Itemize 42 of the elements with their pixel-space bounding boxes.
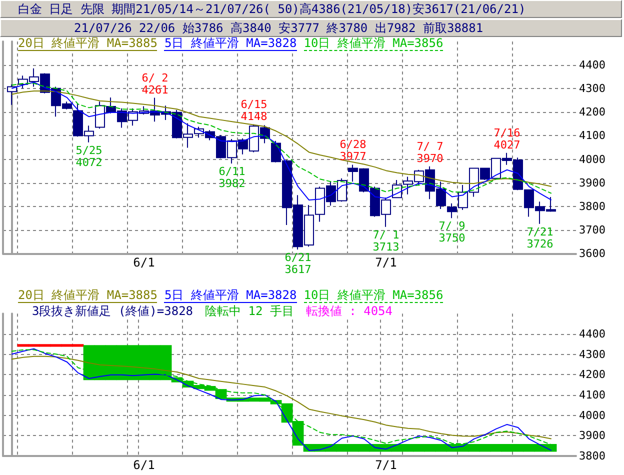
annotation: 6/ 2 4261 — [142, 71, 168, 96]
annotation: 7/ 7 3970 — [416, 140, 444, 165]
text: 10日 終値平滑 MA=3856 — [304, 288, 444, 303]
y-tick-label: 4400 — [579, 327, 606, 340]
x-tick-label: 7/1 — [375, 458, 397, 472]
x-tick-label: 6/1 — [133, 256, 155, 270]
y-tick-label: 4100 — [579, 388, 606, 402]
y-tick-label: 4300 — [579, 82, 606, 96]
y-tick-label: 4400 — [579, 58, 606, 72]
text: 20日 終値平滑 MA=3885 — [18, 288, 158, 303]
y-tick-label: 3700 — [579, 223, 606, 236]
chart-title: 白金 日足 先限 期間21/05/14～21/07/26( 50)高4386(21/05/18)安3617(21/06/21) — [18, 2, 526, 16]
annotation: 7/ 1 3713 — [372, 228, 400, 254]
y-tick-label: 4200 — [579, 368, 606, 382]
y-tick-label: 4200 — [579, 106, 606, 119]
annotation: 7/16 4027 — [494, 126, 520, 152]
annotation: 5/25 4072 — [76, 144, 102, 169]
annotation: 6/11 3982 — [218, 165, 246, 190]
y-tick-label: 3900 — [579, 176, 606, 190]
annotation: 6/28 3977 — [340, 138, 366, 164]
y-tick-label: 4000 — [579, 152, 606, 166]
x-tick-label: 7/1 — [375, 256, 397, 270]
text: 5日 終値平滑 MA=3828 — [164, 288, 297, 303]
y-tick-label: 3600 — [579, 247, 606, 260]
text: 10日 終値平滑 MA=3856 — [304, 36, 444, 51]
annotation: 6/15 4148 — [240, 98, 268, 123]
annotation: 6/21 3617 — [284, 250, 312, 276]
y-tick-label: 4300 — [579, 348, 606, 361]
annotation: 7/ 9 3750 — [438, 220, 466, 245]
y-tick-label: 3800 — [579, 200, 606, 213]
y-tick-label: 4100 — [579, 129, 606, 142]
text: 20日 終値平滑 MA=3885 — [18, 36, 158, 51]
x-tick-label: 6/1 — [133, 458, 155, 472]
chart-subtitle: 21/07/26 22/06 始3786 高3840 安3777 終3780 出7982 前取38881 — [74, 21, 484, 35]
y-tick-label: 4000 — [579, 408, 606, 422]
y-tick-label: 3900 — [579, 429, 606, 442]
y-tick-label: 3800 — [579, 450, 606, 462]
annotation: 7/21 3726 — [526, 225, 554, 250]
annotation: 3段抜き新値足 (終値)=3828 — [32, 304, 194, 318]
annotation: 転換値 : 4054 — [306, 304, 393, 318]
annotation: 陰転中 12 手目 — [205, 304, 294, 318]
text: 5日 終値平滑 MA=3828 — [164, 36, 297, 51]
